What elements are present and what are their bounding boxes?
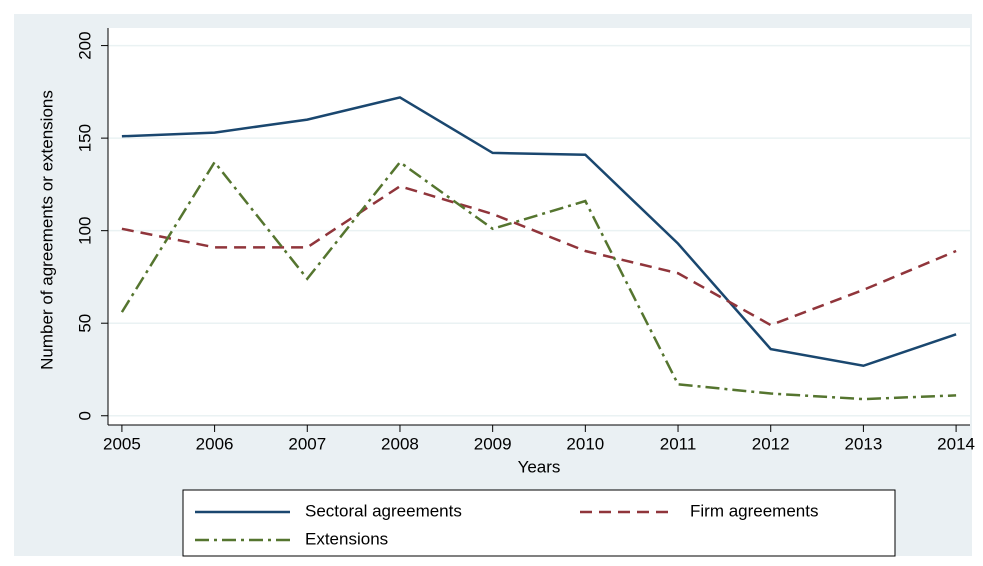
y-tick-label: 50: [75, 314, 94, 333]
x-tick-label: 2012: [752, 434, 790, 453]
x-tick-label: 2013: [844, 434, 882, 453]
x-tick-label: 2011: [660, 434, 697, 453]
legend-label: Firm agreements: [690, 501, 818, 520]
x-tick-label: 2010: [566, 434, 604, 453]
series-line: [121, 96, 957, 368]
y-axis-label: Number of agreements or extensions: [37, 90, 56, 370]
legend-label: Sectoral agreements: [305, 501, 462, 520]
series-line: [120, 160, 957, 401]
plot-area: [108, 28, 970, 425]
y-tick-label: 100: [75, 216, 94, 244]
legend: [182, 489, 896, 557]
x-tick-label: 2005: [103, 434, 141, 453]
y-tick-label: 200: [75, 31, 94, 59]
x-tick-label: 2006: [196, 434, 234, 453]
legend-label: Extensions: [305, 529, 388, 548]
x-axis-label: Years: [518, 457, 561, 476]
series-line: [121, 184, 957, 327]
x-tick-label: 2007: [288, 434, 326, 453]
y-tick-label: 150: [75, 124, 94, 152]
x-tick-label: 2009: [474, 434, 512, 453]
y-tick-label: 0: [75, 411, 94, 420]
x-tick-label: 2014: [937, 434, 975, 453]
x-tick-label: 2008: [381, 434, 419, 453]
